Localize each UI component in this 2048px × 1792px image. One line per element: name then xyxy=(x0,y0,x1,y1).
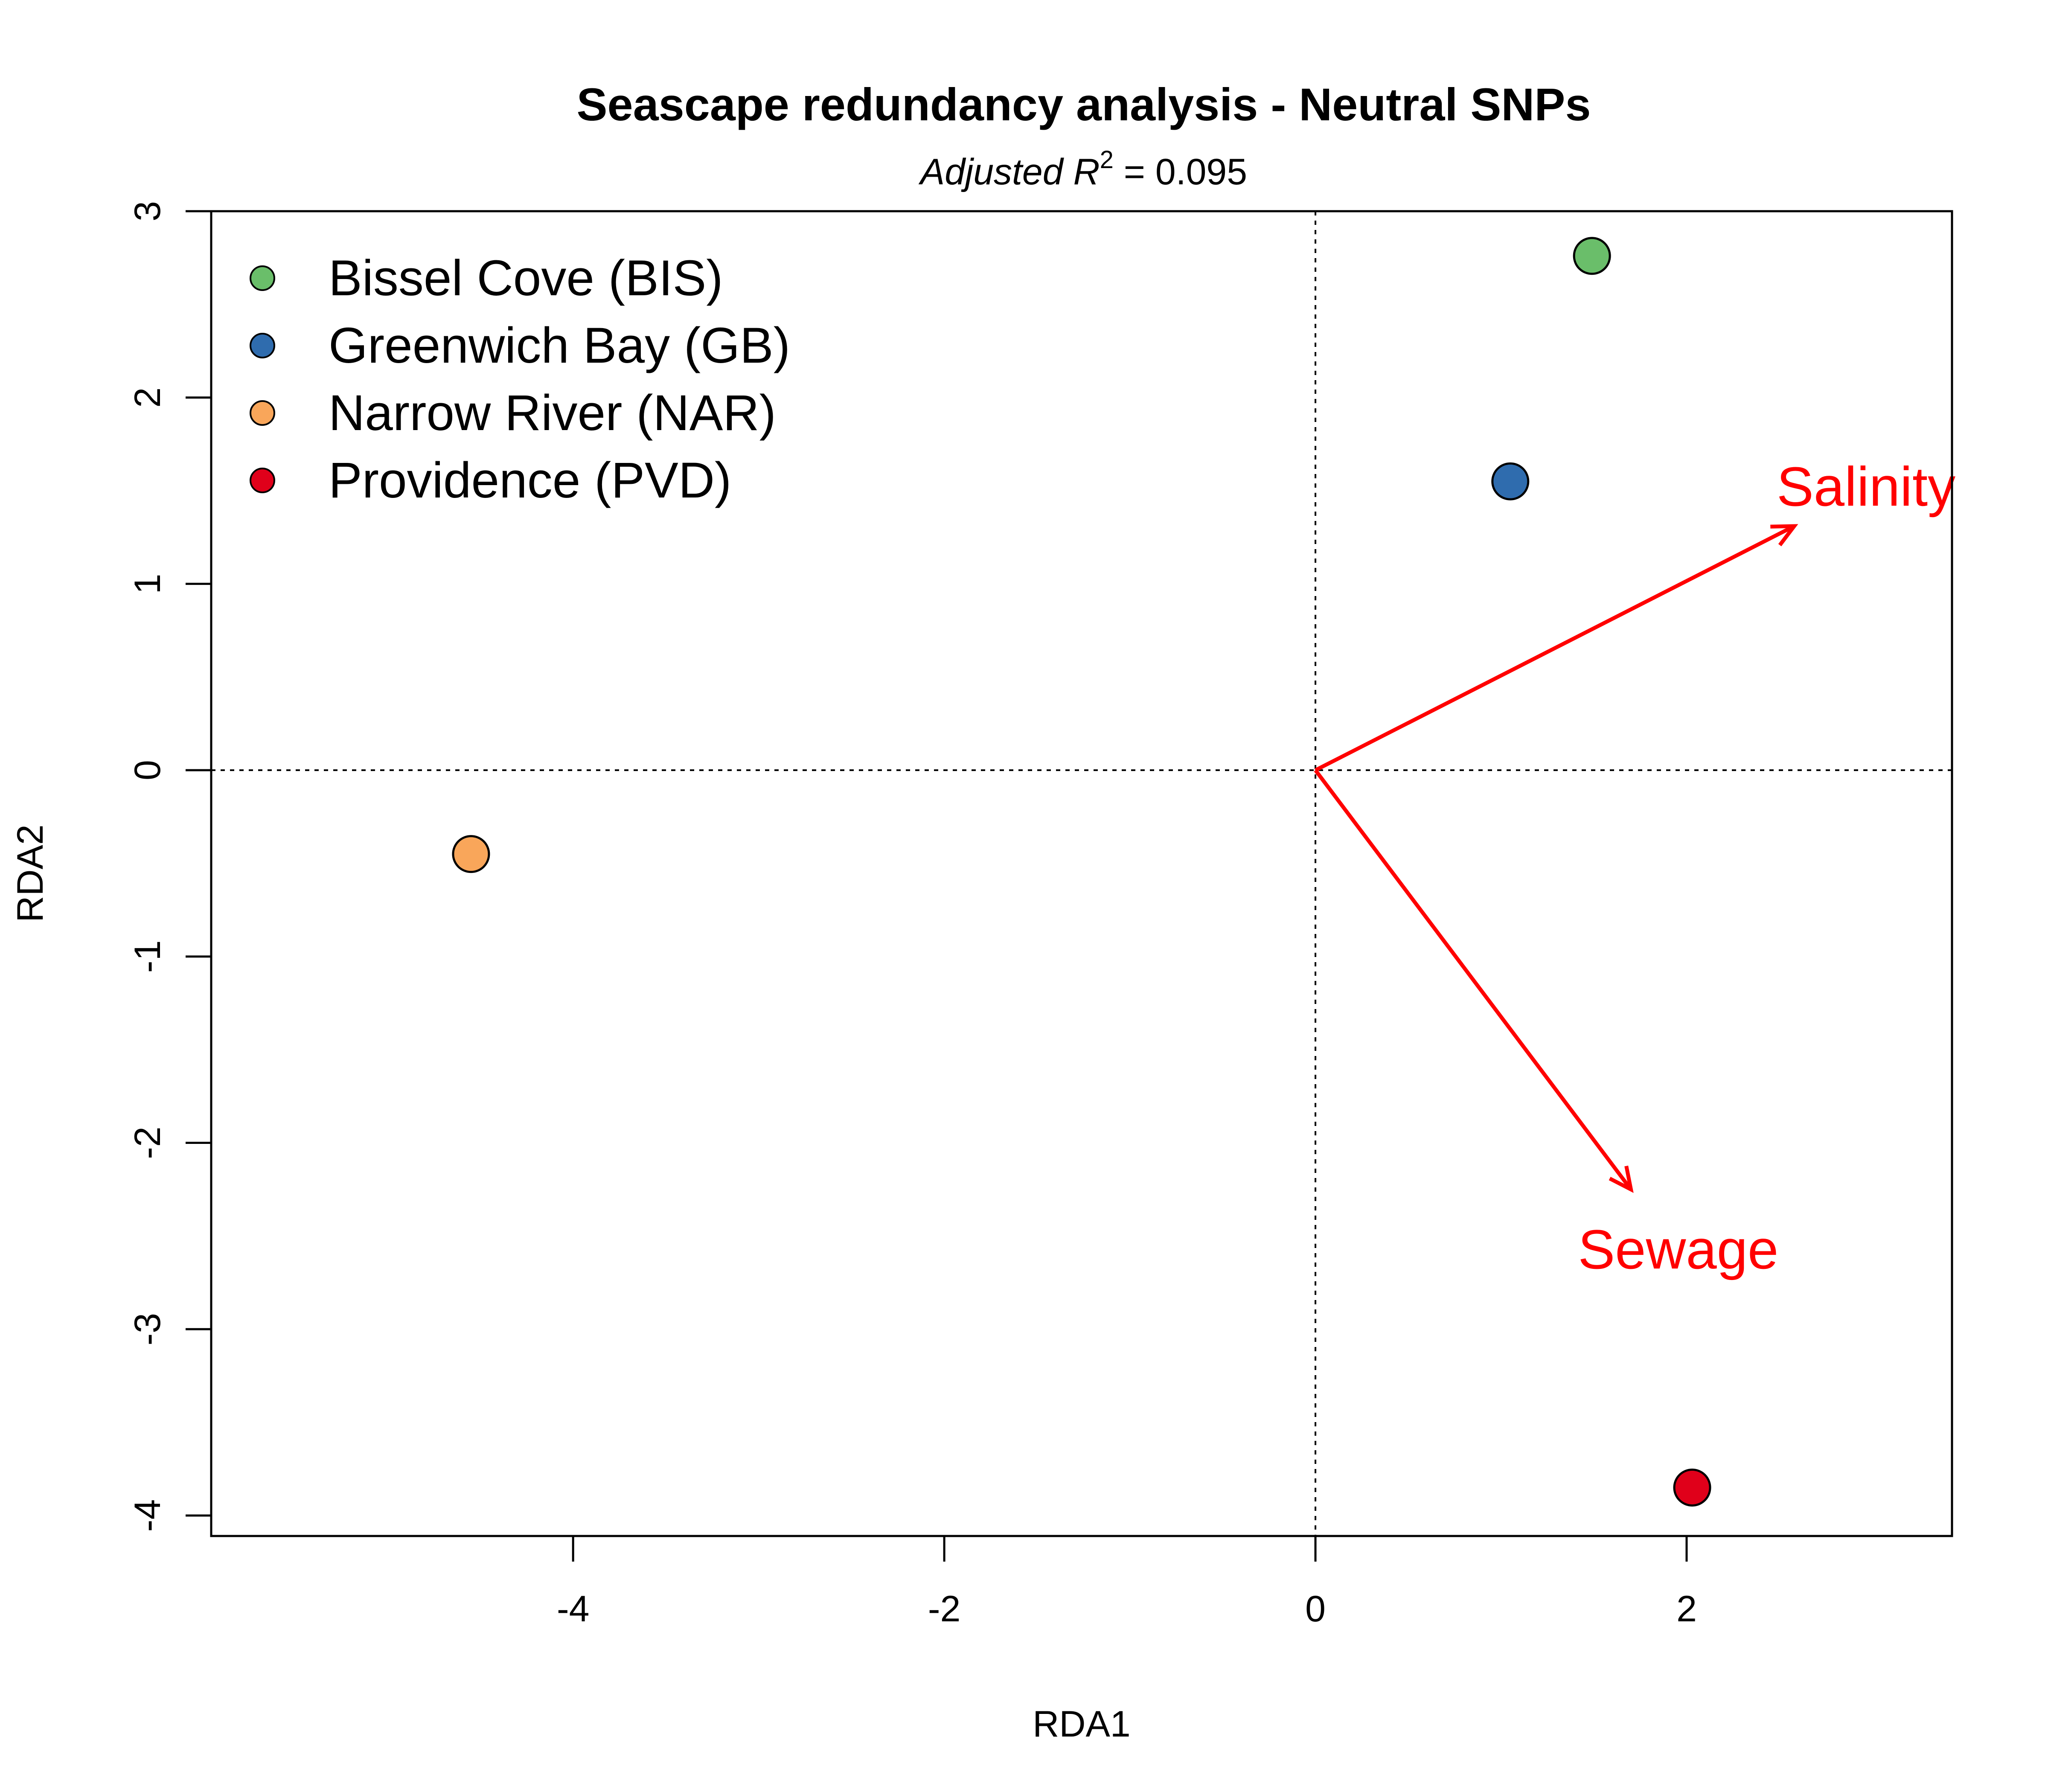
legend-label: Greenwich Bay (GB) xyxy=(329,317,790,374)
point-bissel-cove xyxy=(1573,237,1611,275)
chart-title: Seascape redundancy analysis - Neutral S… xyxy=(576,79,1591,130)
x-tick-label: 2 xyxy=(1676,1588,1697,1629)
y-tick-label: -1 xyxy=(127,940,168,973)
y-tick-label: 2 xyxy=(127,387,168,408)
y-tick-label: 1 xyxy=(127,573,168,594)
salinity-vector: Salinity xyxy=(1315,455,1955,772)
legend-item: Narrow River (NAR) xyxy=(250,385,776,441)
salinity-vector-line xyxy=(1315,524,1795,772)
legend-label: Narrow River (NAR) xyxy=(329,385,776,441)
y-axis: -4 -3 -2 -1 0 1 2 3 xyxy=(127,201,211,1532)
x-tick-label: -2 xyxy=(928,1588,960,1629)
sewage-vector-label: Sewage xyxy=(1578,1218,1779,1280)
y-tick-label: -2 xyxy=(127,1126,168,1159)
legend-marker xyxy=(250,468,275,493)
legend-item: Providence (PVD) xyxy=(250,452,731,509)
legend-label: Providence (PVD) xyxy=(329,452,731,509)
x-tick-label: 0 xyxy=(1305,1588,1326,1629)
y-axis-label: RDA2 xyxy=(10,824,51,922)
y-tick-label: -4 xyxy=(127,1499,168,1532)
biplot-vectors: Salinity Sewage xyxy=(1314,455,1955,1280)
chart-subtitle: Adjusted R2 = 0.095 xyxy=(918,146,1247,192)
legend-item: Bissel Cove (BIS) xyxy=(250,250,723,306)
x-axis: -4 -2 0 2 xyxy=(557,1536,1697,1629)
subtitle-variable: R xyxy=(1073,151,1100,192)
point-providence xyxy=(1673,1468,1711,1507)
x-tick-label: -4 xyxy=(557,1588,589,1629)
legend-marker xyxy=(250,265,275,291)
subtitle-prefix: Adjusted xyxy=(918,151,1073,192)
subtitle-operator: = xyxy=(1114,151,1155,192)
y-tick-label: 0 xyxy=(127,760,168,780)
sewage-vector-arrowhead xyxy=(1609,1165,1634,1193)
plot-frame xyxy=(210,210,1953,1537)
x-axis-label: RDA1 xyxy=(1033,1704,1130,1745)
sewage-vector: Sewage xyxy=(1314,769,1779,1280)
point-greenwich-bay xyxy=(1491,462,1530,500)
salinity-vector-arrowhead xyxy=(1770,524,1798,547)
subtitle-exponent: 2 xyxy=(1100,146,1114,174)
legend-item: Greenwich Bay (GB) xyxy=(250,317,790,374)
legend-label: Bissel Cove (BIS) xyxy=(329,250,723,306)
y-tick-label: -3 xyxy=(127,1313,168,1345)
salinity-vector-label: Salinity xyxy=(1777,455,1955,518)
sewage-vector-line xyxy=(1314,769,1633,1191)
y-tick-label: 3 xyxy=(127,201,168,221)
legend: Bissel Cove (BIS) Greenwich Bay (GB) Narro… xyxy=(250,250,790,509)
site-points xyxy=(452,237,1711,1507)
subtitle-value: 0.095 xyxy=(1155,151,1247,192)
legend-marker xyxy=(250,333,275,358)
point-narrow-river xyxy=(452,835,490,873)
legend-marker xyxy=(250,400,275,426)
